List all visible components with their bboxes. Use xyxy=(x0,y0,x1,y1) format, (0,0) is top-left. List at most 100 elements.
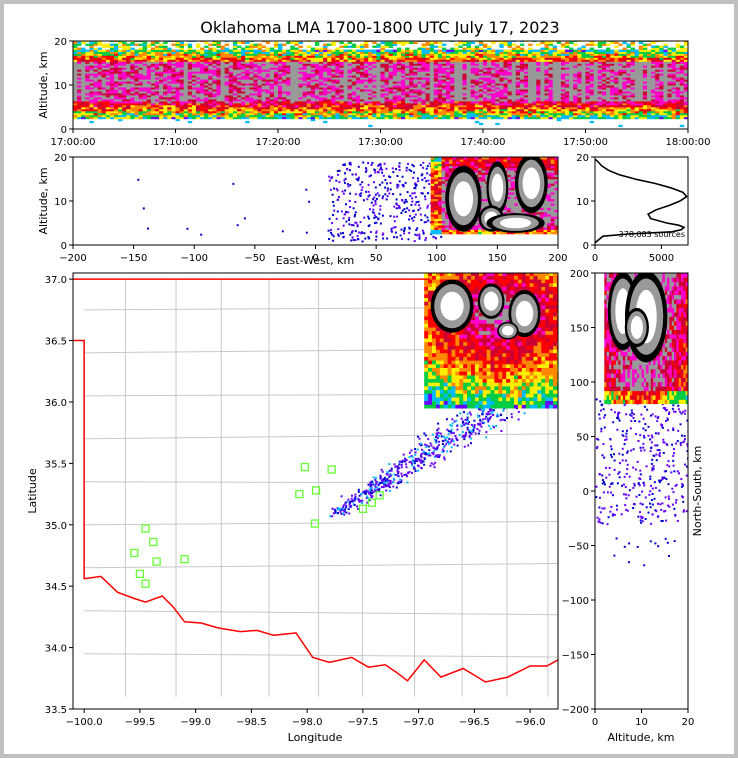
density-cell xyxy=(606,97,611,100)
density-cell xyxy=(261,91,266,94)
density-cell xyxy=(216,114,221,118)
density-cell xyxy=(442,61,447,64)
density-cell xyxy=(196,89,201,92)
density-cell xyxy=(351,77,357,80)
density-cell xyxy=(540,83,545,86)
density-cell xyxy=(483,45,488,48)
density-cell xyxy=(368,89,373,92)
density-cell xyxy=(495,93,500,96)
density-cell xyxy=(405,109,410,112)
density-cell xyxy=(343,109,348,112)
density-cell xyxy=(392,65,398,68)
density-cell xyxy=(487,67,492,70)
density-cell xyxy=(339,53,344,56)
density-cell xyxy=(376,65,381,68)
density-cell xyxy=(163,67,168,70)
density-cell xyxy=(237,101,242,104)
density-cell xyxy=(454,95,459,98)
density-cell xyxy=(462,93,467,96)
density-cell xyxy=(372,91,377,94)
density-cell xyxy=(191,61,197,64)
density-cell xyxy=(163,69,168,72)
density-cell xyxy=(314,71,320,74)
density-cell xyxy=(601,93,607,96)
density-cell xyxy=(138,93,143,96)
density-cell xyxy=(77,55,82,58)
density-cell xyxy=(560,101,566,104)
density-cell xyxy=(470,63,476,66)
density-cell xyxy=(368,65,373,68)
density-cell xyxy=(109,71,115,74)
density-cell xyxy=(265,51,271,54)
density-cell xyxy=(245,53,250,56)
density-cell xyxy=(232,71,238,74)
density-cell xyxy=(232,81,238,84)
density-cell xyxy=(323,59,328,62)
density-cell xyxy=(327,112,332,116)
density-cell xyxy=(204,75,209,78)
density-cell xyxy=(552,47,558,50)
density-cell xyxy=(499,53,504,56)
density-cell xyxy=(118,69,123,72)
density-cell xyxy=(302,91,307,94)
density-cell xyxy=(85,112,90,116)
density-cell xyxy=(552,114,558,118)
density-cell xyxy=(159,53,164,56)
density-cell xyxy=(273,101,279,104)
density-cell xyxy=(282,105,287,108)
density-cell xyxy=(376,61,381,64)
density-cell xyxy=(122,95,127,98)
density-cell xyxy=(536,87,541,90)
density-cell xyxy=(528,73,533,76)
density-cell xyxy=(585,105,590,108)
density-cell xyxy=(478,105,484,108)
density-cell xyxy=(380,107,385,110)
density-cell xyxy=(130,107,135,110)
density-cell xyxy=(323,97,328,100)
density-cell xyxy=(433,107,439,110)
density-cell xyxy=(155,83,160,86)
density-cell xyxy=(528,65,533,68)
density-cell xyxy=(442,116,447,120)
density-cell xyxy=(228,75,234,78)
density-cell xyxy=(179,101,184,104)
density-cell xyxy=(396,63,402,66)
density-cell xyxy=(241,83,246,86)
density-cell xyxy=(487,65,492,68)
density-cell xyxy=(187,65,193,68)
density-cell xyxy=(474,83,480,86)
density-cell xyxy=(392,112,398,116)
density-cell xyxy=(187,43,193,46)
density-cell xyxy=(175,87,180,90)
density-cell xyxy=(208,51,213,54)
density-cell xyxy=(134,97,139,100)
density-cell xyxy=(282,107,287,110)
density-cell xyxy=(388,77,394,80)
density-cell xyxy=(376,59,381,62)
density-cell xyxy=(171,55,176,58)
density-cell xyxy=(360,112,365,116)
density-cell xyxy=(85,77,90,80)
density-cell xyxy=(610,61,615,64)
density-cell xyxy=(347,45,353,48)
density-cell xyxy=(228,116,234,120)
density-cell xyxy=(179,103,184,106)
density-cell xyxy=(380,97,385,100)
density-cell xyxy=(392,55,398,58)
density-cell xyxy=(327,81,332,84)
density-cell xyxy=(155,77,160,80)
density-cell xyxy=(327,61,332,64)
density-cell xyxy=(528,114,533,118)
density-cell xyxy=(466,69,471,72)
density-cell xyxy=(278,79,283,82)
density-cell xyxy=(130,47,135,50)
density-cell xyxy=(122,97,127,100)
density-cell xyxy=(93,89,98,92)
density-cell xyxy=(589,49,594,52)
density-cell xyxy=(142,116,148,120)
density-cell xyxy=(319,109,324,112)
density-cell xyxy=(327,87,332,90)
density-cell xyxy=(101,73,107,76)
density-cell xyxy=(405,107,410,110)
density-cell xyxy=(519,107,525,110)
